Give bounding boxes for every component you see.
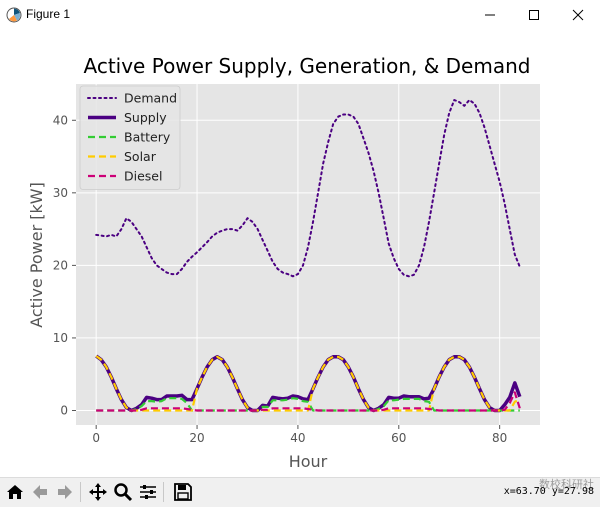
pan-arrows-icon (89, 483, 107, 501)
maximize-button[interactable] (514, 0, 554, 30)
toolbar-separator (163, 482, 164, 502)
y-tick-label: 0 (60, 403, 68, 417)
watermark-text: 数校科研社 (539, 478, 594, 491)
y-tick-label: 10 (53, 331, 68, 345)
y-tick-label: 40 (53, 113, 68, 127)
y-axis-label: Active Power [kW] (27, 182, 46, 328)
toolbar-separator (80, 482, 81, 502)
series-line-demand (95, 99, 521, 278)
close-button[interactable] (558, 0, 598, 30)
chart-svg: Active Power Supply, Generation, & Deman… (27, 54, 540, 471)
sliders-icon (140, 485, 156, 499)
back-button[interactable] (28, 480, 52, 504)
y-tick-label: 20 (53, 258, 68, 272)
home-button[interactable] (3, 480, 27, 504)
close-icon (572, 9, 584, 21)
x-tick-label: 0 (92, 431, 100, 445)
series-line-solar (95, 355, 521, 412)
window-title: Figure 1 (26, 7, 71, 21)
home-icon (7, 485, 23, 499)
floppy-disk-icon (174, 483, 192, 501)
x-tick-label: 20 (189, 431, 204, 445)
legend-label-solar: Solar (124, 149, 157, 164)
legend-label-supply: Supply (124, 110, 167, 125)
zoom-button[interactable] (111, 480, 135, 504)
x-tick-label: 60 (391, 431, 406, 445)
legend-box (79, 85, 181, 190)
legend: Demand Supply Battery Solar Diesel (79, 85, 181, 190)
series-layer (95, 99, 522, 413)
pan-button[interactable] (86, 480, 110, 504)
back-arrow-icon (33, 485, 47, 499)
title-bar: Figure 1 (0, 0, 600, 31)
axis-ticks: 0 20 40 60 80 0 10 20 30 40 (53, 113, 508, 445)
matplotlib-app-icon (6, 7, 22, 23)
chart-title: Active Power Supply, Generation, & Deman… (84, 54, 531, 78)
legend-label-diesel: Diesel (124, 169, 162, 184)
navigation-toolbar: 数校科研社 x=63.70 y=27.98 (0, 477, 600, 507)
save-button[interactable] (171, 480, 195, 504)
maximize-icon (529, 10, 539, 20)
minimize-icon (485, 14, 495, 16)
x-tick-label: 40 (290, 431, 305, 445)
legend-label-demand: Demand (124, 91, 177, 106)
series-line-diesel (96, 391, 521, 412)
forward-button[interactable] (53, 480, 77, 504)
legend-label-battery: Battery (124, 130, 171, 145)
minimize-button[interactable] (470, 0, 510, 30)
cursor-coordinates: x=63.70 y=27.98 (503, 486, 594, 497)
configure-subplots-button[interactable] (136, 480, 160, 504)
magnifier-icon (114, 483, 133, 502)
y-tick-label: 30 (53, 186, 68, 200)
x-tick-label: 80 (492, 431, 507, 445)
x-axis-label: Hour (289, 452, 328, 471)
series-line-battery (96, 397, 520, 412)
forward-arrow-icon (58, 485, 72, 499)
figure-canvas[interactable]: Active Power Supply, Generation, & Deman… (0, 30, 600, 477)
